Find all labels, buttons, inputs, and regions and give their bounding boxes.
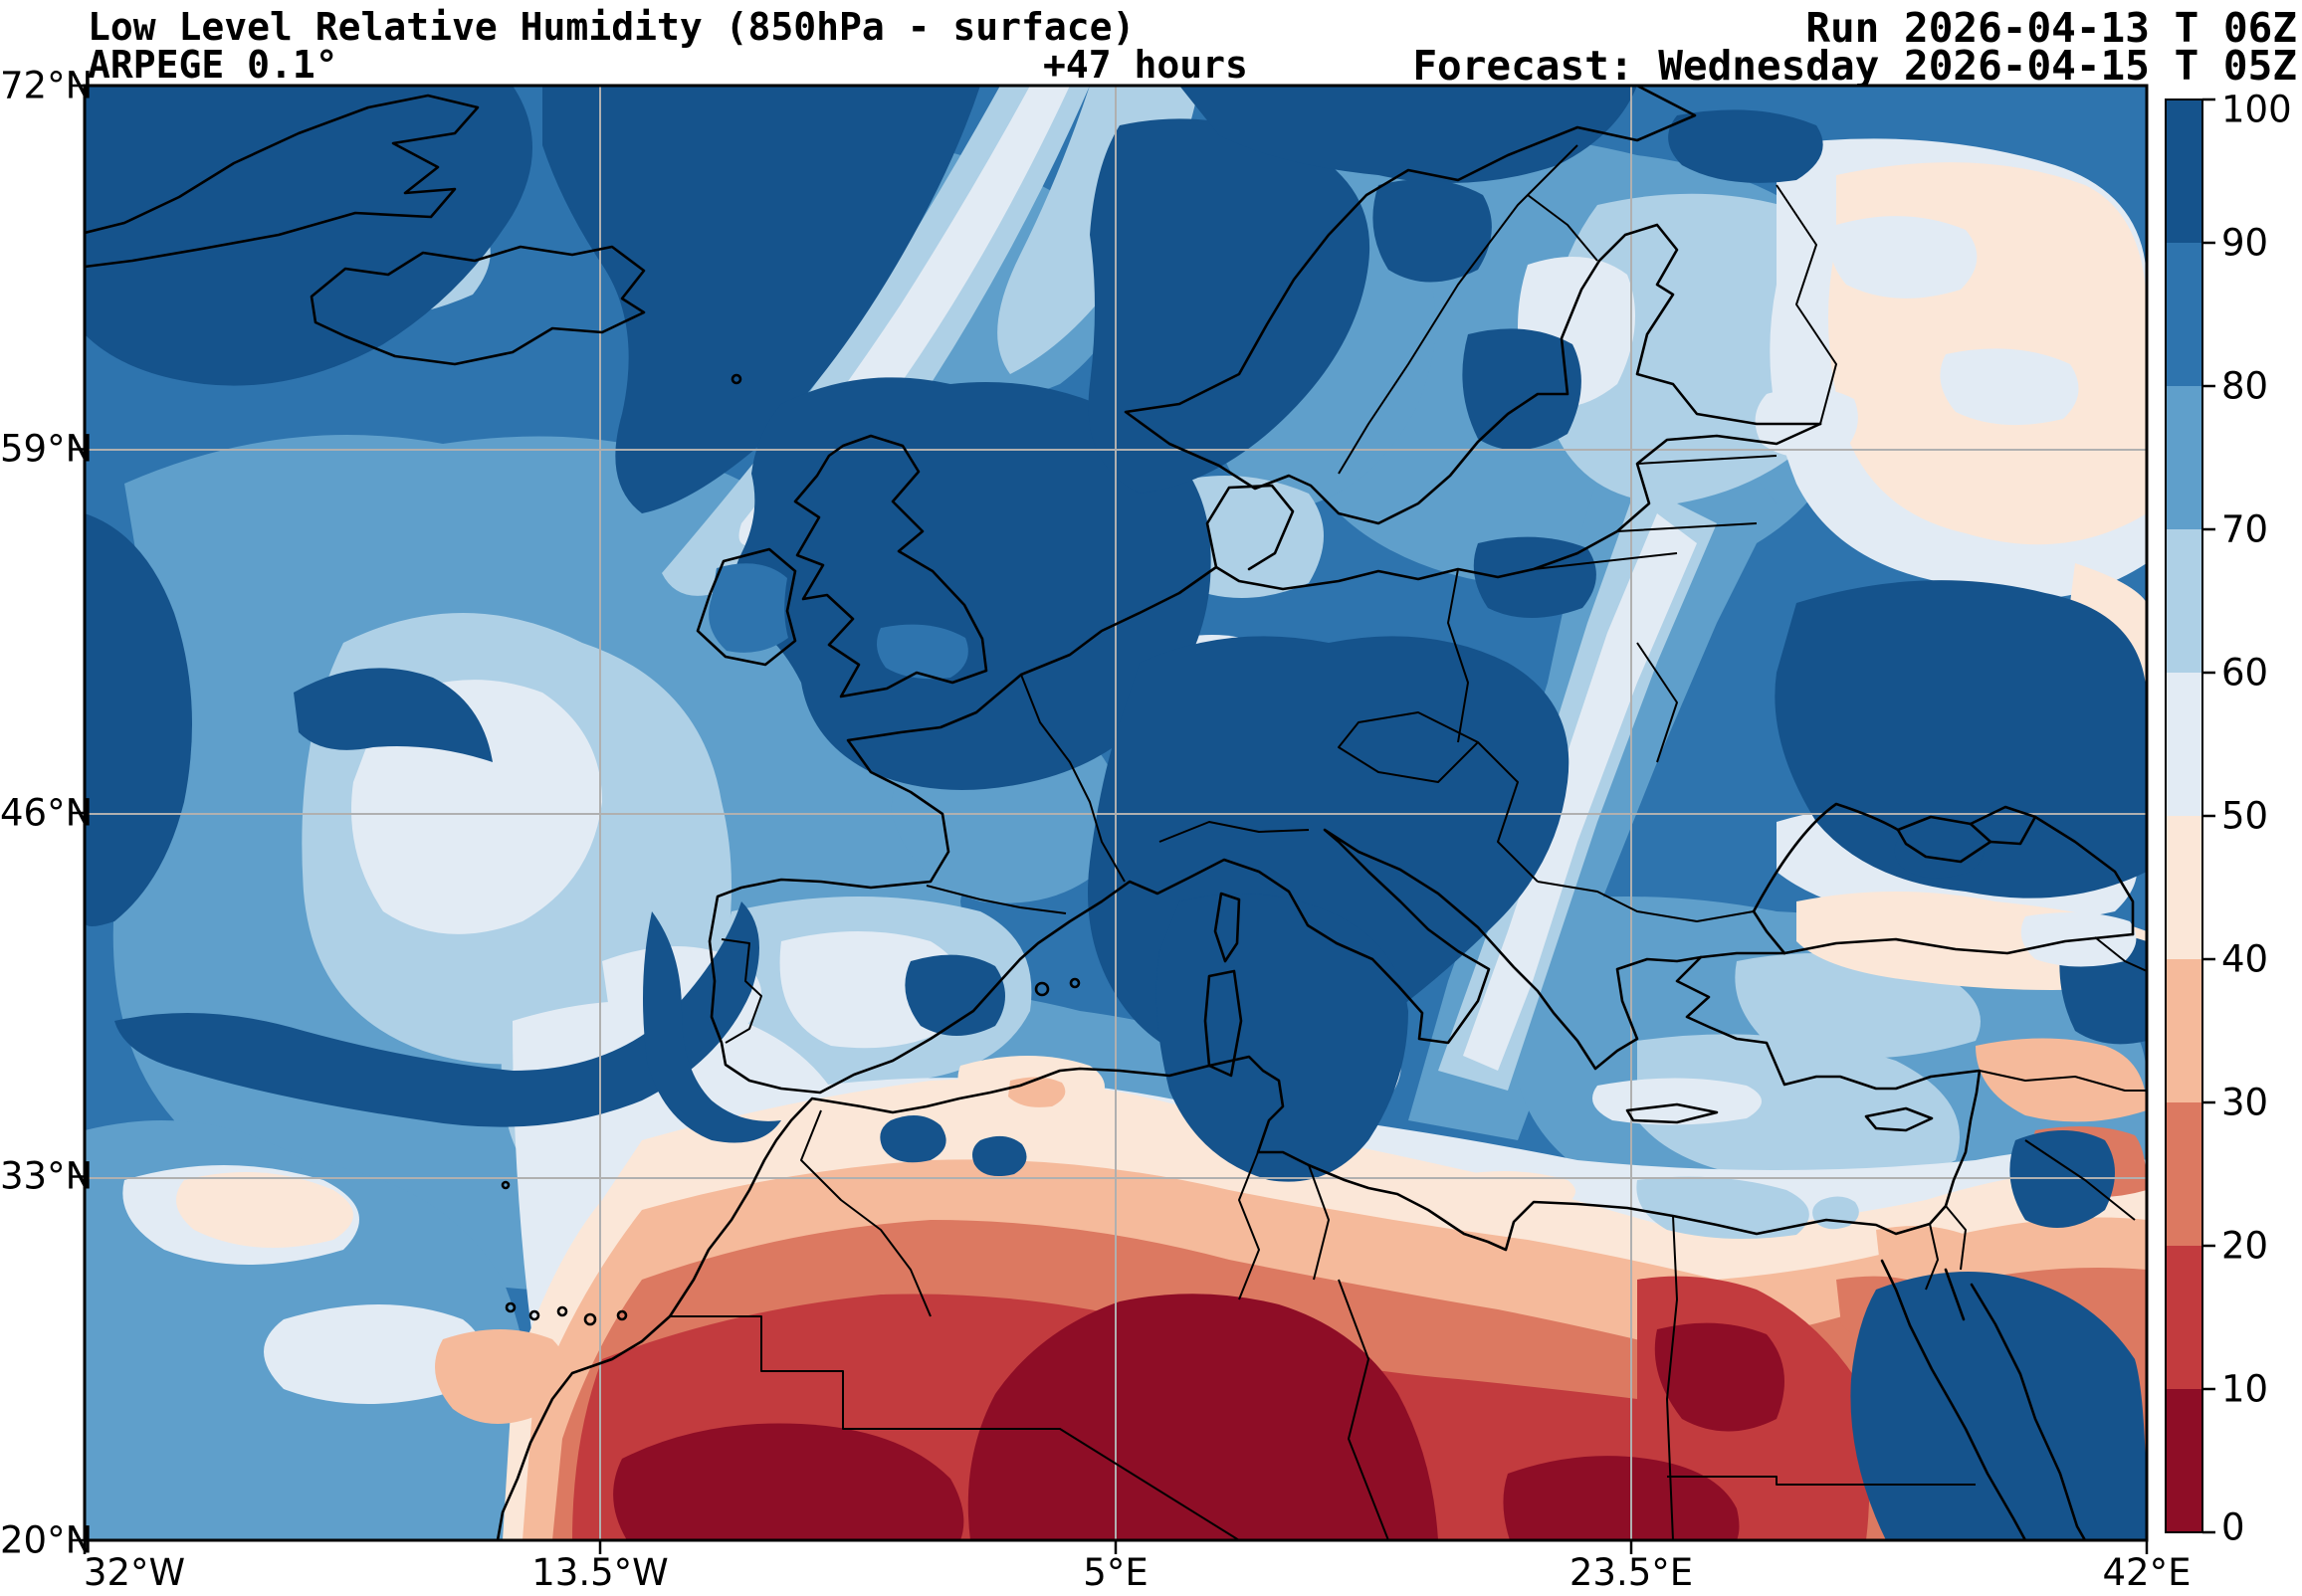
graticule: [85, 86, 2147, 1540]
country-borders: [670, 144, 2147, 1540]
cb-label-40: 40: [2221, 937, 2269, 981]
cb-label-70: 70: [2221, 507, 2269, 551]
lat-label-33n: 33°N: [0, 1154, 94, 1198]
coastlines: [85, 86, 2135, 1540]
band-0-10: [613, 1294, 1784, 1540]
lon-label-32w: 32°W: [83, 1551, 186, 1594]
lon-label-13-5w: 13.5°W: [531, 1551, 669, 1594]
cb-label-10: 10: [2221, 1367, 2269, 1411]
lead-time-label: +47 hours: [1043, 43, 1248, 87]
cb-label-50: 50: [2221, 794, 2269, 838]
cb-label-90: 90: [2221, 221, 2269, 265]
cb-label-80: 80: [2221, 364, 2269, 408]
cb-label-0: 0: [2221, 1505, 2245, 1549]
colorbar-ticks: [2202, 98, 2215, 1534]
lon-label-5e: 5°E: [1083, 1551, 1149, 1594]
model-label: ARPEGE 0.1°: [88, 43, 338, 87]
lat-label-72n: 72°N: [0, 64, 94, 107]
lon-label-23-5e: 23.5°E: [1569, 1551, 1694, 1594]
lat-label-59n: 59°N: [0, 427, 94, 471]
humidity-field: [85, 86, 2147, 1540]
cb-label-100: 100: [2221, 88, 2292, 131]
forecast-label: Forecast: Wednesday 2026-04-15 T 05Z: [1412, 42, 2297, 90]
colorbar: [2165, 98, 2215, 1534]
run-label: Run 2026-04-13 T 06Z: [1805, 4, 2297, 52]
lat-label-20n: 20°N: [0, 1518, 94, 1562]
lat-label-46n: 46°N: [0, 791, 94, 835]
cb-label-30: 30: [2221, 1081, 2269, 1124]
page-title: Low Level Relative Humidity (850hPa - su…: [88, 5, 1136, 49]
band-90-100: [85, 86, 2147, 1540]
map-frame: [83, 84, 2149, 1542]
cb-label-20: 20: [2221, 1224, 2269, 1268]
lon-label-42e: 42°E: [2102, 1551, 2192, 1594]
cb-label-60: 60: [2221, 651, 2269, 695]
axis-ticks: [71, 84, 2149, 1554]
